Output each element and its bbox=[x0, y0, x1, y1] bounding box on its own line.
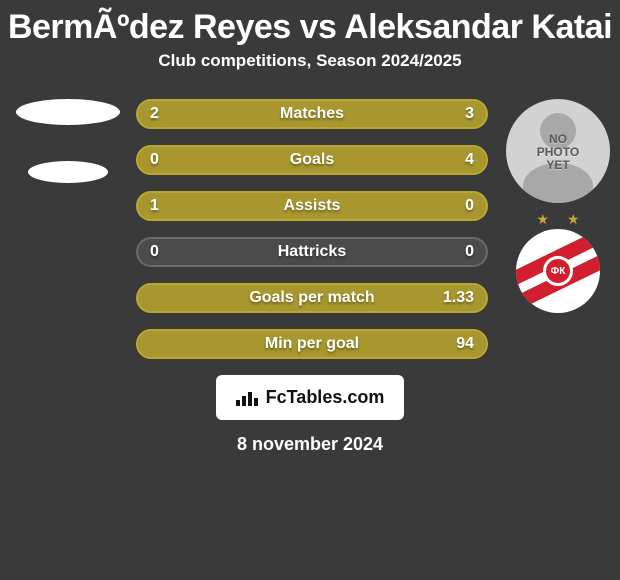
left-player-photo bbox=[16, 99, 120, 125]
stat-right-value: 4 bbox=[436, 151, 488, 169]
stat-label: Min per goal bbox=[188, 335, 436, 353]
badge-stars-icon: ★★ bbox=[508, 211, 608, 228]
page-title: BermÃºdez Reyes vs Aleksandar Katai bbox=[0, 0, 620, 51]
stat-left-value: 1 bbox=[136, 197, 188, 215]
stat-row: Min per goal94 bbox=[136, 329, 488, 359]
right-player-photo-placeholder: NOPHOTOYET bbox=[506, 99, 610, 203]
stat-label: Assists bbox=[188, 197, 436, 215]
comparison-body: 2Matches30Goals41Assists00Hattricks0Goal… bbox=[0, 99, 620, 359]
stat-left-value: 0 bbox=[136, 151, 188, 169]
stat-right-value: 94 bbox=[436, 335, 488, 353]
footer: FcTables.com 8 november 2024 bbox=[0, 375, 620, 455]
right-player-club-badge: ★★ ФК bbox=[508, 225, 608, 317]
stat-right-value: 0 bbox=[436, 243, 488, 261]
stat-label: Hattricks bbox=[188, 243, 436, 261]
date-label: 8 november 2024 bbox=[237, 434, 383, 455]
stat-row: 0Goals4 bbox=[136, 145, 488, 175]
no-photo-label: NOPHOTOYET bbox=[537, 133, 579, 173]
left-player-column bbox=[8, 99, 128, 359]
stat-left-value: 2 bbox=[136, 105, 188, 123]
bars-icon bbox=[236, 390, 260, 406]
right-player-column: NOPHOTOYET ★★ ФК bbox=[496, 99, 620, 359]
stat-right-value: 3 bbox=[436, 105, 488, 123]
brand-text: FcTables.com bbox=[266, 387, 385, 408]
stat-row: Goals per match1.33 bbox=[136, 283, 488, 313]
left-player-club-badge bbox=[28, 161, 108, 183]
stats-column: 2Matches30Goals41Assists00Hattricks0Goal… bbox=[128, 99, 496, 359]
badge-center-text: ФК bbox=[543, 256, 573, 286]
stat-label: Goals per match bbox=[188, 289, 436, 307]
stat-label: Goals bbox=[188, 151, 436, 169]
stat-row: 2Matches3 bbox=[136, 99, 488, 129]
stat-right-value: 1.33 bbox=[436, 289, 488, 307]
stat-row: 0Hattricks0 bbox=[136, 237, 488, 267]
stat-row: 1Assists0 bbox=[136, 191, 488, 221]
subtitle: Club competitions, Season 2024/2025 bbox=[0, 51, 620, 71]
fctables-logo[interactable]: FcTables.com bbox=[216, 375, 405, 420]
stat-right-value: 0 bbox=[436, 197, 488, 215]
stat-left-value: 0 bbox=[136, 243, 188, 261]
stat-label: Matches bbox=[188, 105, 436, 123]
